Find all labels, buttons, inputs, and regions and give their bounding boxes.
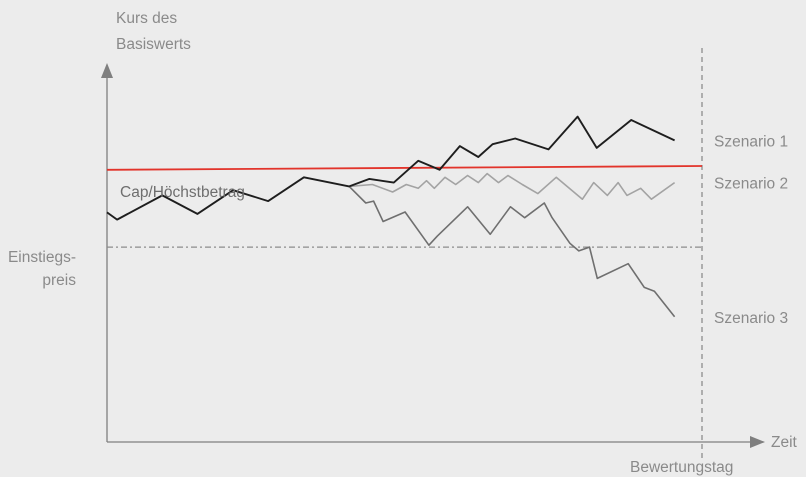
y-axis-label-line2: Basiswerts <box>116 36 191 53</box>
y-axis-label-line1: Kurs des <box>116 10 177 27</box>
series-group <box>106 115 676 318</box>
cap-label: Cap/Höchstbetrag <box>120 184 245 201</box>
x-axis-label: Zeit <box>771 434 798 451</box>
valuation-day-label: Bewertungstag <box>630 459 733 476</box>
entry-price-label-line1: Einstiegs- <box>8 249 76 266</box>
entry-price-label-line2: preis <box>42 272 76 289</box>
series-label-szenario-1: Szenario 1 <box>714 133 788 150</box>
series-label-szenario-2: Szenario 2 <box>714 176 788 193</box>
y-axis-arrow <box>101 63 113 78</box>
series-line-szenario-1 <box>106 115 676 221</box>
cap-line <box>106 165 703 171</box>
series-line-szenario-3 <box>348 185 676 318</box>
x-axis-arrow <box>750 436 765 448</box>
series-label-szenario-3: Szenario 3 <box>714 310 788 327</box>
series-line-szenario-2 <box>349 172 676 200</box>
